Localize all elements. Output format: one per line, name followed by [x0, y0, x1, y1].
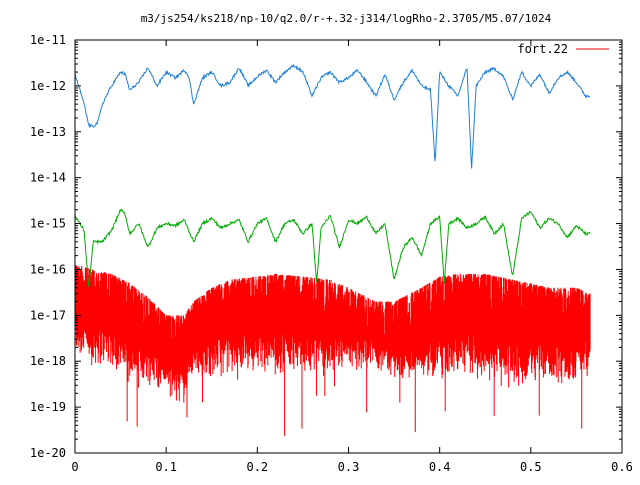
chart-title: m3/js254/ks218/np-10/q2.0/r-+.32-j314/lo…: [141, 12, 552, 25]
y-tick-label: 1e-17: [30, 308, 66, 322]
x-tick-label: 0.3: [338, 460, 360, 474]
series-green-line: [74, 208, 591, 288]
y-tick-label: 1e-18: [30, 354, 66, 368]
y-tick-label: 1e-19: [30, 400, 66, 414]
axes: 0 0.1 0.2 0.3 0.4 0.5 0.6 1e-20 1e-19 1e-18 1e-17 1…: [30, 33, 633, 474]
legend-label: fort.22: [517, 42, 568, 56]
x-tick-label: 0.2: [246, 460, 268, 474]
x-tick-label: 0.4: [429, 460, 451, 474]
x-tick-label: 0.1: [155, 460, 177, 474]
y-tick-label: 1e-11: [30, 33, 66, 47]
y-tick-label: 1e-14: [30, 171, 66, 185]
y-tick-label: 1e-13: [30, 125, 66, 139]
y-tick-label: 1e-15: [30, 217, 66, 231]
series-green: [74, 208, 591, 288]
y-tick-label: 1e-20: [30, 446, 66, 460]
y-tick-label: 1e-12: [30, 79, 66, 93]
y-tick-label: 1e-16: [30, 262, 66, 276]
series-blue: [74, 64, 591, 169]
legend: fort.22: [517, 42, 609, 56]
x-tick-label: 0.6: [611, 460, 633, 474]
series-blue-line: [74, 64, 591, 169]
x-tick-label: 0: [71, 460, 78, 474]
x-tick-label: 0.5: [520, 460, 542, 474]
